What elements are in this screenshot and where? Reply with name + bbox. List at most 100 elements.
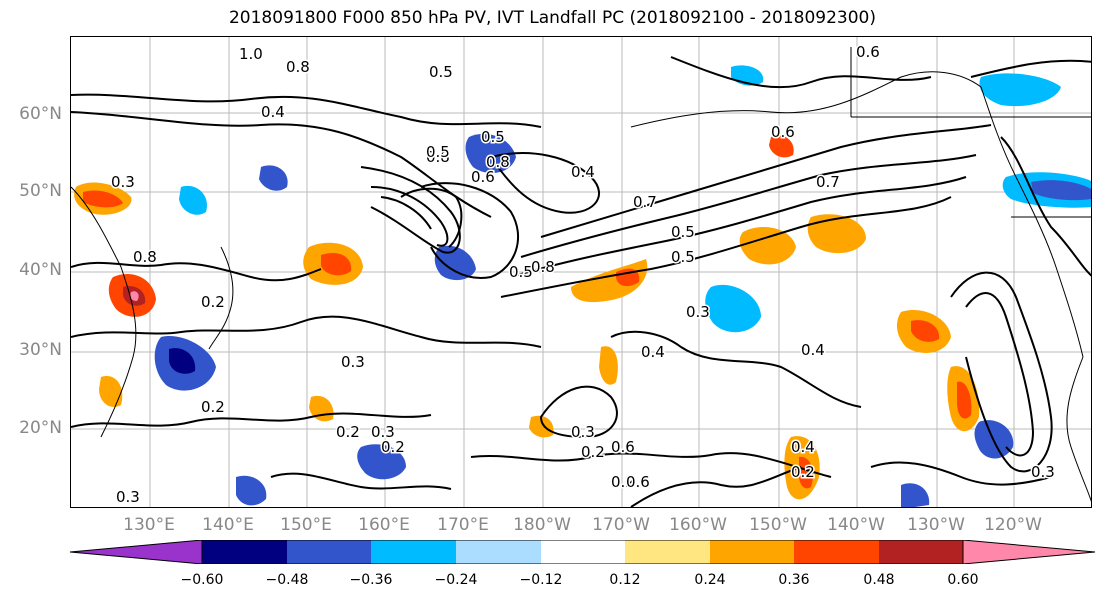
- negative-anomaly: [169, 348, 196, 374]
- na-coastline: [980, 86, 1084, 358]
- lat-label: 60°N: [19, 104, 62, 124]
- contour-line: [970, 59, 1091, 78]
- lon-label: 180°W: [513, 515, 571, 535]
- colorbar-tick-label: 0.60: [947, 572, 979, 588]
- mexico-coastline: [1066, 356, 1091, 502]
- lon-label: 150°E: [280, 515, 332, 535]
- colorbar-segment: [794, 540, 879, 564]
- lon-label: 150°W: [749, 515, 807, 535]
- colorbar-tick-label: 0.48: [863, 572, 895, 588]
- contour-label: 0.5: [481, 128, 505, 146]
- lon-label: 160°W: [669, 515, 727, 535]
- pv-shading: [74, 65, 1091, 507]
- positive-anomaly: [83, 190, 123, 208]
- negative-anomaly: [434, 245, 476, 281]
- contour-label: 0.4: [791, 438, 815, 456]
- colorbar-segment: [287, 540, 371, 564]
- positive-anomaly: [739, 227, 796, 265]
- contour-label: 0.2: [336, 423, 360, 441]
- alaska-coastline: [630, 71, 982, 128]
- contour-line: [870, 461, 1052, 486]
- contour-line: [539, 385, 618, 439]
- positive-anomaly: [321, 252, 352, 276]
- contour-line: [950, 271, 1053, 473]
- contour-label: 0.5: [671, 248, 695, 266]
- colorbar-segment: [625, 540, 710, 564]
- lon-label: 130°E: [123, 515, 175, 535]
- contour-line: [500, 196, 952, 298]
- asia-coastline: [71, 186, 137, 438]
- contour-label: 0.5: [509, 263, 533, 281]
- contour-line: [510, 176, 967, 278]
- lat-label: 20°N: [19, 418, 62, 438]
- contour-label: 0.7: [633, 193, 657, 211]
- contour-label: 0.8: [426, 148, 450, 166]
- colorbar-tick-label: 0.24: [694, 572, 726, 588]
- colorbar-segment: [710, 540, 794, 564]
- positive-anomaly: [529, 415, 554, 438]
- colorbar-tick-label: −0.12: [519, 572, 563, 588]
- contour-label: 0.5: [671, 223, 695, 241]
- map-plot: 1.00.80.40.50.80.60.80.70.50.60.60.40.30…: [71, 37, 1091, 507]
- contour-line: [420, 182, 520, 279]
- contour-label: 0.6: [471, 168, 495, 186]
- contour-line: [71, 261, 322, 282]
- colorbar-tick-label: 0.36: [778, 572, 810, 588]
- lat-label: 50°N: [19, 181, 62, 201]
- contour-label: 0.3: [111, 173, 135, 191]
- colorbar-outline: [201, 540, 964, 564]
- contour-label: 0.6: [611, 438, 635, 456]
- lon-label: 170°E: [437, 515, 489, 535]
- contour-line: [400, 187, 463, 248]
- lon-label: 140°W: [827, 515, 885, 535]
- contour-label: 0.2: [381, 438, 405, 456]
- pv-contours: [71, 56, 1091, 507]
- colorbar-extend-high: [962, 540, 1096, 564]
- positive-anomaly: [807, 214, 866, 254]
- colorbar-tick-label: −0.24: [434, 572, 478, 588]
- contour-label: 0.5: [426, 143, 450, 161]
- contour-line: [1000, 136, 1091, 277]
- contour-label: 0.3: [571, 423, 595, 441]
- border-line: [850, 47, 1091, 218]
- colorbar-tick-label: −0.48: [265, 572, 309, 588]
- lon-label: 170°W: [592, 515, 650, 535]
- contour-label: 0.4: [571, 163, 595, 181]
- contour-line: [370, 186, 449, 247]
- contour-label: 0.2: [201, 293, 225, 311]
- negative-anomaly: [979, 73, 1061, 107]
- contour-line: [71, 111, 492, 218]
- contour-line: [670, 56, 932, 89]
- contour-label: 0.2: [611, 473, 635, 491]
- contour-label: 0.8: [486, 153, 510, 171]
- colorbar-segment: [879, 540, 963, 564]
- gridlines: [71, 37, 1091, 507]
- positive-anomaly: [99, 376, 123, 408]
- contour-label: 0.6: [771, 123, 795, 141]
- colorbar-segments: [69, 540, 1096, 564]
- contour-line: [71, 412, 432, 428]
- negative-anomaly: [465, 133, 516, 173]
- colorbar-segment: [202, 540, 287, 564]
- negative-anomaly: [901, 483, 930, 507]
- contour-line: [380, 196, 432, 230]
- contour-label: 0.6: [626, 473, 650, 491]
- contour-line: [270, 472, 452, 490]
- positive-anomaly: [798, 456, 813, 489]
- contour-label: 0.8: [286, 58, 310, 76]
- lon-label: 160°E: [358, 515, 410, 535]
- colorbar-extend-low: [69, 540, 203, 564]
- contour-line: [71, 315, 542, 348]
- contour-label: 0.7: [816, 173, 840, 191]
- positive-anomaly: [769, 135, 794, 158]
- contour-line: [71, 93, 542, 128]
- contour-label: 0.2: [791, 463, 815, 481]
- contour-label: 0.4: [801, 341, 825, 359]
- contour-label: 0.3: [371, 423, 395, 441]
- map-panel: 1.0 0.8 0.4 0.5 0.8 0.6 0.8 0.7 0.5 0.6 0.6 0.4 0.3 0…: [70, 36, 1092, 508]
- coastlines: [71, 47, 1091, 502]
- contour-label: 0.3: [1031, 463, 1055, 481]
- colorbar-tick-label: −0.60: [180, 572, 224, 588]
- colorbar-segment: [456, 540, 541, 564]
- japan-coastline: [208, 246, 234, 350]
